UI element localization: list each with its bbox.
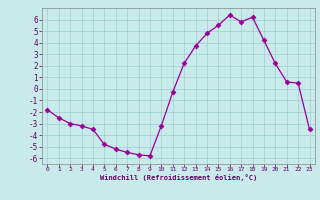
X-axis label: Windchill (Refroidissement éolien,°C): Windchill (Refroidissement éolien,°C) <box>100 174 257 181</box>
